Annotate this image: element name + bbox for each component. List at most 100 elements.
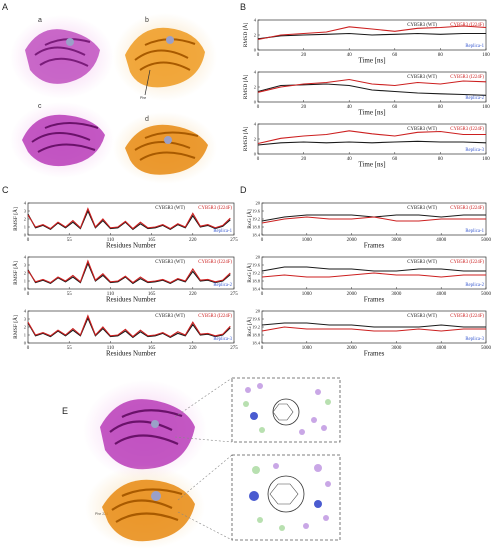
y-axis-label: RMSF [Å] [11, 261, 19, 285]
x-tick-label: 220 [189, 238, 197, 243]
x-tick-label: 0 [261, 238, 264, 243]
y-axis-label: RoG [Å] [245, 263, 253, 283]
chart-rmsd-2: 0 20 40 60 80 100 0 2 4 Time [ns] RMSD [Å] CYB5R3 (… [241, 70, 490, 117]
x-tick-label: 1000 [302, 346, 313, 351]
x-tick-label: 3000 [391, 238, 402, 243]
legend-entry-mutant: CYB5R3 (I224F) [450, 23, 484, 28]
x-tick-label: 275 [230, 346, 238, 351]
x-tick-label: 0 [27, 292, 30, 297]
x-tick-label: 40 [347, 157, 353, 162]
y-tick-label: 20 [256, 201, 261, 206]
legend-entry-mutant: CYB5R3 (I224F) [198, 314, 232, 319]
x-tick-label: 5000 [481, 346, 492, 351]
x-tick-label: 0 [257, 105, 260, 110]
series-line-mutant [261, 272, 486, 278]
y-tick-label: 4 [254, 18, 257, 23]
panel-letter-e: E [62, 406, 69, 416]
panel-letter-a: A [2, 2, 9, 12]
rog-charts: 0 1000 2000 3000 4000 500018.418.819.219.620F… [245, 201, 492, 358]
x-tick-label: 2000 [347, 238, 358, 243]
legend-entry-mutant: CYB5R3 (I224F) [198, 260, 232, 265]
x-tick-label: 110 [107, 238, 115, 243]
series-line-wt [257, 32, 486, 40]
y-axis-label: RMSD [Å] [241, 75, 249, 100]
y-tick-label: 0 [254, 100, 257, 105]
x-tick-label: 0 [257, 157, 260, 162]
x-tick-label: 220 [189, 346, 197, 351]
y-tick-label: 4 [24, 255, 27, 260]
replica-label: Replica-3 [465, 148, 484, 153]
legend-entry-wt: CYB5R3 (WT) [407, 260, 437, 265]
x-tick-label: 3000 [391, 346, 402, 351]
series-line-wt [261, 322, 486, 328]
x-tick-label: 275 [230, 238, 238, 243]
protein-ribbon-icon-c [10, 102, 114, 178]
x-tick-label: 5000 [481, 238, 492, 243]
chart-rog-1: 0 1000 2000 3000 4000 5000 18.4 18.8 19.2 19.6 20 F… [245, 201, 492, 250]
y-tick-label: 1 [24, 333, 26, 338]
y-tick-label: 3 [24, 209, 27, 214]
x-tick-label: 110 [107, 292, 115, 297]
series-line-wt [257, 140, 487, 146]
x-tick-label: 80 [438, 105, 444, 110]
x-tick-label: 60 [392, 105, 398, 110]
x-tick-label: 20 [301, 105, 307, 110]
legend-entry-wt: CYB5R3 (WT) [407, 206, 437, 211]
legend-entry-mutant: CYB5R3 (I224F) [450, 314, 484, 319]
y-tick-label: 1 [24, 225, 26, 230]
y-tick-label: 18.4 [252, 233, 261, 238]
x-tick-label: 165 [148, 238, 156, 243]
replica-label: Replica-2 [213, 283, 232, 288]
legend-entry-wt: CYB5R3 (WT) [155, 314, 185, 319]
x-tick-label: 0 [261, 292, 264, 297]
y-tick-label: 20 [256, 309, 261, 314]
protein-ribbon-icon-a [10, 15, 114, 99]
legend-entry-wt: CYB5R3 (WT) [155, 260, 185, 265]
x-tick-label: 4000 [436, 346, 447, 351]
x-tick-label: 1000 [302, 238, 313, 243]
structure-panel-e [83, 377, 341, 549]
y-tick-label: 4 [254, 122, 257, 127]
structure-panel-a [10, 13, 217, 184]
series-line-mutant [27, 259, 231, 284]
protein-ribbon-icon-d [113, 112, 217, 184]
x-tick-label: 110 [107, 346, 115, 351]
series-line-mutant [261, 216, 486, 224]
legend-entry-mutant: CYB5R3 (I224F) [450, 206, 484, 211]
x-axis-label: Frames [364, 350, 385, 358]
x-tick-label: 20 [301, 157, 307, 162]
y-tick-label: 20 [256, 255, 261, 260]
x-tick-label: 4000 [436, 292, 447, 297]
replica-label: Replica-2 [465, 283, 484, 288]
plot-frame [27, 202, 235, 236]
legend-entry-mutant: CYB5R3 (I224F) [450, 260, 484, 265]
y-tick-label: 18.4 [252, 341, 261, 346]
x-tick-label: 165 [148, 346, 156, 351]
plot-frame [261, 256, 487, 290]
panel-letter-c: C [2, 185, 9, 195]
y-tick-label: 0 [24, 233, 27, 238]
y-tick-label: 0 [24, 287, 27, 292]
x-tick-label: 55 [67, 346, 73, 351]
chart-rog-3: 0 1000 2000 3000 4000 5000 18.4 18.8 19.2 19.6 20 F… [245, 309, 492, 358]
x-axis-label: Time [ns] [358, 57, 385, 65]
x-tick-label: 100 [482, 157, 490, 162]
x-tick-label: 0 [261, 346, 264, 351]
y-tick-label: 2 [254, 33, 256, 38]
y-axis-label: RMSF [Å] [11, 207, 19, 231]
x-tick-label: 220 [189, 292, 197, 297]
x-tick-label: 3000 [391, 292, 402, 297]
x-tick-label: 100 [482, 53, 490, 58]
x-tick-label: 100 [482, 105, 490, 110]
x-tick-label: 55 [67, 238, 73, 243]
mutation-annotation-a: Phe [140, 96, 147, 100]
chart-rmsf-3: 0 55 110 165 220 275 0 1 2 3 4 Residues Number RMSF … [11, 309, 238, 358]
series-line-wt [27, 261, 231, 285]
series-line-mutant [261, 326, 486, 332]
series-line-mutant [257, 130, 486, 145]
x-axis-label: Residues Number [106, 296, 157, 304]
replica-label: Replica-1 [465, 229, 484, 234]
series-line-wt [27, 316, 231, 339]
x-axis-label: Time [ns] [358, 109, 385, 117]
x-tick-label: 40 [347, 53, 353, 58]
